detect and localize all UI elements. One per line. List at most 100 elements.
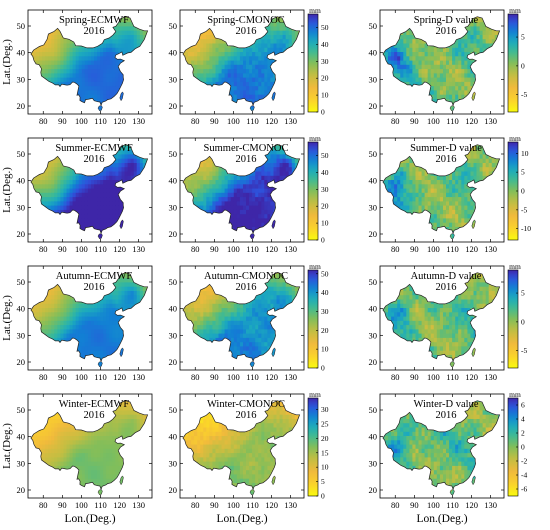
colorbar-tick-label: 15: [321, 448, 329, 457]
y-axis-label: Lat.(Deg.): [1, 423, 13, 469]
y-tick-label: 40: [17, 176, 26, 186]
x-tick-label: 90: [410, 244, 419, 254]
y-tick-label: 30: [369, 458, 378, 468]
y-tick-label: 30: [369, 202, 378, 212]
x-tick-label: 90: [210, 244, 219, 254]
y-tick-label: 40: [369, 48, 378, 58]
panel-title: Summer-ECMWF: [55, 143, 133, 154]
x-tick-label: 130: [484, 372, 497, 382]
x-tick-label: 120: [265, 244, 278, 254]
x-tick-label: 90: [210, 116, 219, 126]
x-tick-label: 130: [484, 500, 497, 510]
x-tick-label: 110: [246, 116, 258, 126]
colorbar-tick-label: 5: [521, 289, 525, 298]
x-tick-label: 80: [391, 372, 400, 382]
colorbar-tick-label: -5: [521, 90, 527, 99]
colorbar-tick-label: 0: [321, 364, 325, 373]
colorbar-gradient: [308, 142, 318, 240]
colorbar-tick-label: -5: [521, 205, 527, 214]
colorbar-tick-label: 40: [321, 168, 329, 177]
x-tick-label: 130: [484, 244, 497, 254]
y-tick-label: 30: [17, 330, 26, 340]
y-tick-label: 40: [169, 304, 178, 314]
y-axis-label: Lat.(Deg.): [1, 167, 13, 213]
colorbar-tick-label: 30: [321, 405, 329, 414]
colorbar-tick-label: -4: [521, 471, 527, 480]
x-tick-label: 90: [410, 500, 419, 510]
x-axis-label: Lon.(Deg.): [64, 513, 115, 525]
x-tick-label: 100: [227, 372, 240, 382]
x-tick-label: 100: [427, 500, 440, 510]
colorbar-unit: mm: [509, 262, 521, 271]
y-tick-label: 30: [369, 74, 378, 84]
x-tick-label: 110: [246, 500, 258, 510]
x-tick-label: 100: [427, 116, 440, 126]
y-tick-label: 50: [169, 405, 178, 415]
y-tick-label: 30: [17, 74, 26, 84]
x-tick-label: 100: [427, 244, 440, 254]
x-tick-label: 100: [227, 244, 240, 254]
panel-title: Spring-CMONOC: [207, 15, 285, 26]
x-tick-label: 100: [427, 372, 440, 382]
panel-year: 2016: [436, 26, 457, 37]
y-tick-label: 50: [369, 21, 378, 31]
x-tick-label: 110: [446, 116, 458, 126]
y-tick-label: 40: [369, 304, 378, 314]
x-axis-label: Lon.(Deg.): [416, 513, 467, 525]
colorbar-tick-label: 0: [521, 443, 525, 452]
x-tick-label: 120: [265, 500, 278, 510]
colorbar-tick-label: 2: [521, 429, 525, 438]
x-tick-label: 80: [39, 244, 48, 254]
colorbar-unit: mm: [309, 390, 321, 399]
x-tick-label: 100: [75, 500, 88, 510]
x-tick-label: 90: [58, 500, 67, 510]
colorbar-tick-label: 50: [321, 269, 329, 278]
x-tick-label: 100: [227, 116, 240, 126]
colorbar-tick-label: 25: [321, 419, 329, 428]
y-tick-label: 20: [17, 357, 26, 367]
x-tick-label: 120: [465, 500, 478, 510]
x-tick-label: 90: [210, 500, 219, 510]
colorbar-gradient: [508, 270, 518, 368]
y-tick-label: 20: [169, 101, 178, 111]
y-tick-label: 30: [169, 330, 178, 340]
colorbar-tick-label: 20: [321, 74, 329, 83]
y-tick-label: 20: [17, 229, 26, 239]
y-tick-label: 50: [169, 21, 178, 31]
colorbar-gradient: [308, 270, 318, 368]
colorbar-tick-label: 0: [321, 236, 325, 245]
colorbar-tick-label: 5: [521, 168, 525, 177]
x-tick-label: 90: [410, 116, 419, 126]
x-tick-label: 120: [465, 372, 478, 382]
x-tick-label: 130: [284, 116, 297, 126]
y-tick-label: 20: [369, 101, 378, 111]
x-tick-label: 130: [132, 500, 145, 510]
colorbar-dvalue-spring: mm-505: [508, 6, 527, 112]
panel-title: Winter-D value: [414, 399, 479, 410]
x-tick-label: 100: [75, 372, 88, 382]
y-tick-label: 30: [169, 202, 178, 212]
colorbar-tick-label: 0: [521, 187, 525, 196]
y-tick-label: 40: [17, 304, 26, 314]
x-tick-label: 130: [132, 244, 145, 254]
colorbar-unit: mm: [509, 6, 521, 15]
x-tick-label: 130: [132, 372, 145, 382]
colorbar-tick-label: 30: [321, 185, 329, 194]
x-tick-label: 130: [484, 116, 497, 126]
colorbar-tick-label: 20: [321, 326, 329, 335]
colorbar-unit: mm: [309, 262, 321, 271]
panel-year: 2016: [436, 282, 457, 293]
colorbar-tick-label: 10: [521, 149, 529, 158]
y-tick-label: 20: [369, 357, 378, 367]
x-tick-label: 110: [446, 244, 458, 254]
x-tick-label: 110: [94, 244, 106, 254]
x-tick-label: 110: [94, 116, 106, 126]
y-tick-label: 20: [169, 357, 178, 367]
y-tick-label: 20: [369, 229, 378, 239]
